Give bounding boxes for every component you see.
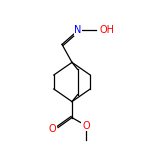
Text: OH: OH <box>99 25 114 35</box>
Text: O: O <box>48 124 56 134</box>
Text: O: O <box>82 121 90 131</box>
Text: N: N <box>74 25 82 35</box>
